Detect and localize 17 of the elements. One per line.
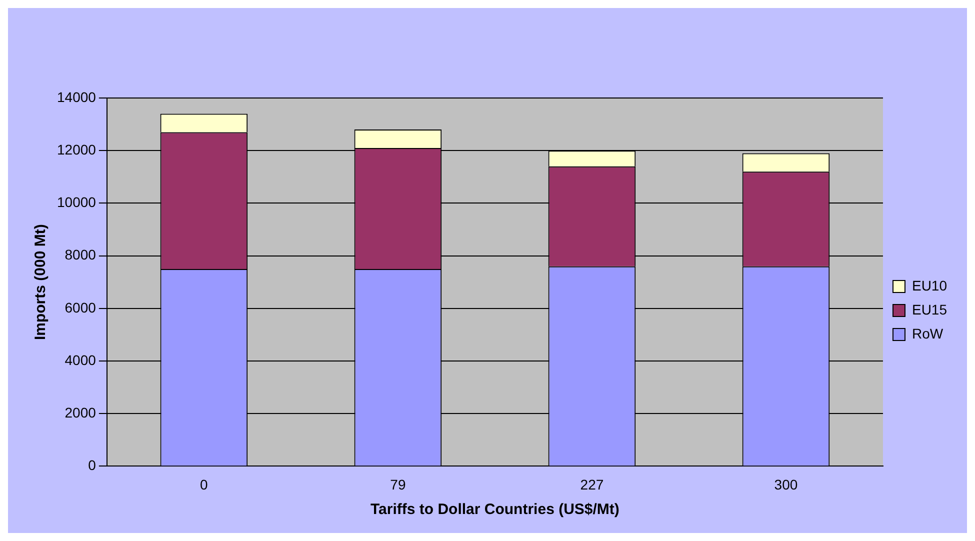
legend-label: EU10 <box>912 277 948 294</box>
y-axis-title: Imports (000 Mt) <box>32 224 50 340</box>
y-tick-label: 4000 <box>64 352 96 368</box>
x-tick-label: 79 <box>390 476 406 492</box>
legend-label: RoW <box>912 325 944 342</box>
y-tick-label: 12000 <box>56 141 96 158</box>
y-tick-label: 6000 <box>64 299 96 316</box>
legend-label: EU15 <box>912 301 948 318</box>
x-tick-label: 300 <box>774 476 798 492</box>
y-tick-label: 14000 <box>56 88 96 105</box>
y-tick-label: 2000 <box>64 404 96 420</box>
y-tick-label: 0 <box>88 457 96 474</box>
x-axis-title: Tariffs to Dollar Countries (US$/Mt) <box>370 501 620 518</box>
y-tick-label: 10000 <box>56 194 96 210</box>
x-tick-label: 0 <box>200 476 208 492</box>
x-tick-label: 227 <box>580 476 604 492</box>
y-tick-label: 8000 <box>64 246 96 263</box>
